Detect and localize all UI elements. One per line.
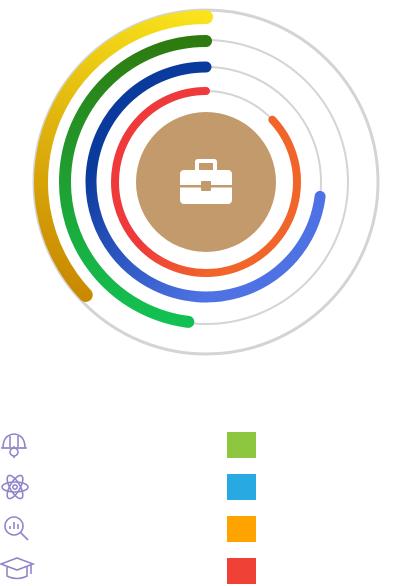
legend-item-atom <box>0 472 414 502</box>
legend <box>0 422 414 586</box>
helmet-gear-icon <box>1 433 27 458</box>
ring-outer-progress-arc <box>34 10 213 302</box>
ring-arcs <box>34 10 326 328</box>
radial-progress-diagram <box>32 8 380 356</box>
briefcase-icon <box>180 159 232 204</box>
ring-inner-progress-arc <box>111 87 301 277</box>
magnifier-chart-icon <box>4 516 29 541</box>
legend-swatch <box>227 474 256 500</box>
ring-second-progress-arc <box>59 35 212 328</box>
legend-item-graduation <box>0 556 414 586</box>
legend-swatch <box>227 558 256 584</box>
ring-third-progress-arc <box>85 61 326 303</box>
legend-swatch <box>227 432 256 458</box>
atom-icon <box>1 474 29 500</box>
legend-swatch <box>227 516 256 542</box>
legend-item-magnifier <box>0 514 414 544</box>
graduation-cap-icon <box>0 557 36 580</box>
legend-item-helmet <box>0 430 414 460</box>
